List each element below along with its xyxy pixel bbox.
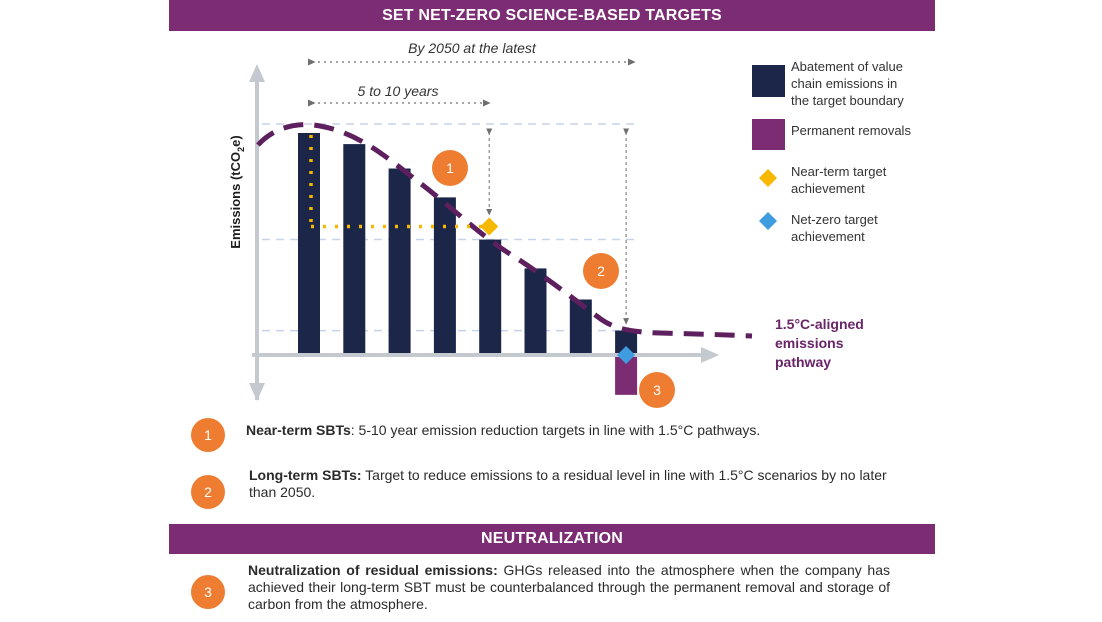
bar <box>524 268 547 355</box>
bars <box>298 133 638 395</box>
blue-diamond-icon <box>759 212 777 230</box>
x-axis-arrow-icon <box>701 347 719 363</box>
y-axis-label-sub: 2 <box>236 147 246 152</box>
y-axis-label-main: Emissions (tCO <box>228 152 243 249</box>
note-2-number-icon: 2 <box>191 475 225 509</box>
pathway-label: 1.5°C-aligned emissions pathway <box>775 316 864 370</box>
bar <box>479 239 502 355</box>
chart-marker-3: 3 <box>639 372 675 408</box>
targets-banner-title: SET NET-ZERO SCIENCE-BASED TARGETS <box>382 6 722 24</box>
chart-marker-1: 1 <box>432 150 468 186</box>
legend-net-zero-line1: Net-zero target <box>791 212 878 227</box>
removal-bar <box>615 355 638 395</box>
bar <box>569 299 592 355</box>
legend-item-near-term: Near-term target achievement <box>791 163 931 197</box>
note-near-term-text: : 5-10 year emission reduction targets i… <box>350 422 761 438</box>
note-1-number-icon: 1 <box>191 418 225 452</box>
legend-icons <box>752 65 785 230</box>
bar <box>343 144 366 355</box>
yellow-diamond-icon <box>759 169 777 187</box>
chart-marker-3-number: 3 <box>653 382 661 398</box>
note-near-term-title: Near-term SBTs <box>246 422 351 438</box>
legend-abatement-line3: the target boundary <box>791 93 904 108</box>
span-long-label: By 2050 at the latest <box>408 40 537 56</box>
navy-square-icon <box>752 65 785 97</box>
legend-near-term-line1: Near-term target <box>791 164 887 179</box>
y-axis-label-tail: e) <box>228 135 243 147</box>
chart-marker-2-number: 2 <box>597 263 605 279</box>
note-near-term: Near-term SBTs: 5-10 year emission reduc… <box>246 422 906 439</box>
note-long-term-text: Target to reduce emissions to a residual… <box>249 467 887 500</box>
note-long-term-title: Long-term SBTs: <box>249 467 362 483</box>
note-3-number-icon: 3 <box>191 575 225 609</box>
legend-abatement-line2: chain emissions in <box>791 76 898 91</box>
pathway-line <box>256 122 753 339</box>
targets-banner: SET NET-ZERO SCIENCE-BASED TARGETS <box>169 0 935 31</box>
near-term-diamond-icon <box>480 217 499 236</box>
legend-abatement-line1: Abatement of value <box>791 59 904 74</box>
purple-square-icon <box>752 119 785 150</box>
bar <box>615 330 638 355</box>
span-short-label: 5 to 10 years <box>358 83 439 99</box>
legend-item-removals: Permanent removals <box>791 122 931 139</box>
note-neutralization-title: Neutralization of residual emissions: <box>248 562 498 578</box>
chart-marker-2: 2 <box>583 253 619 289</box>
y-axis-arrow-icon <box>249 64 265 82</box>
annotation-overlay <box>256 58 753 364</box>
chart-marker-1-number: 1 <box>446 160 454 176</box>
legend-removals-line1: Permanent removals <box>791 123 911 138</box>
bar <box>433 197 456 355</box>
net-zero-diamond-icon <box>617 346 636 364</box>
legend-item-net-zero: Net-zero target achievement <box>791 211 931 245</box>
legend-near-term-line2: achievement <box>791 181 865 196</box>
bar <box>298 133 320 355</box>
legend-net-zero-line2: achievement <box>791 229 865 244</box>
y-axis-down-arrow-icon <box>249 383 265 401</box>
legend-item-abatement: Abatement of value chain emissions in th… <box>791 58 931 109</box>
note-long-term: Long-term SBTs: Target to reduce emissio… <box>249 467 909 501</box>
note-neutralization: Neutralization of residual emissions: GH… <box>248 562 890 613</box>
neutralization-banner: NEUTRALIZATION <box>169 524 935 554</box>
emissions-chart: Emissions (tCO2e) By 2050 at the latest … <box>228 40 785 408</box>
note-neutralization-text: GHGs released into the atmosphere when t… <box>248 562 891 612</box>
neutralization-banner-title: NEUTRALIZATION <box>480 530 624 547</box>
bar <box>388 168 411 355</box>
y-axis-label: Emissions (tCO2e) <box>228 135 246 248</box>
